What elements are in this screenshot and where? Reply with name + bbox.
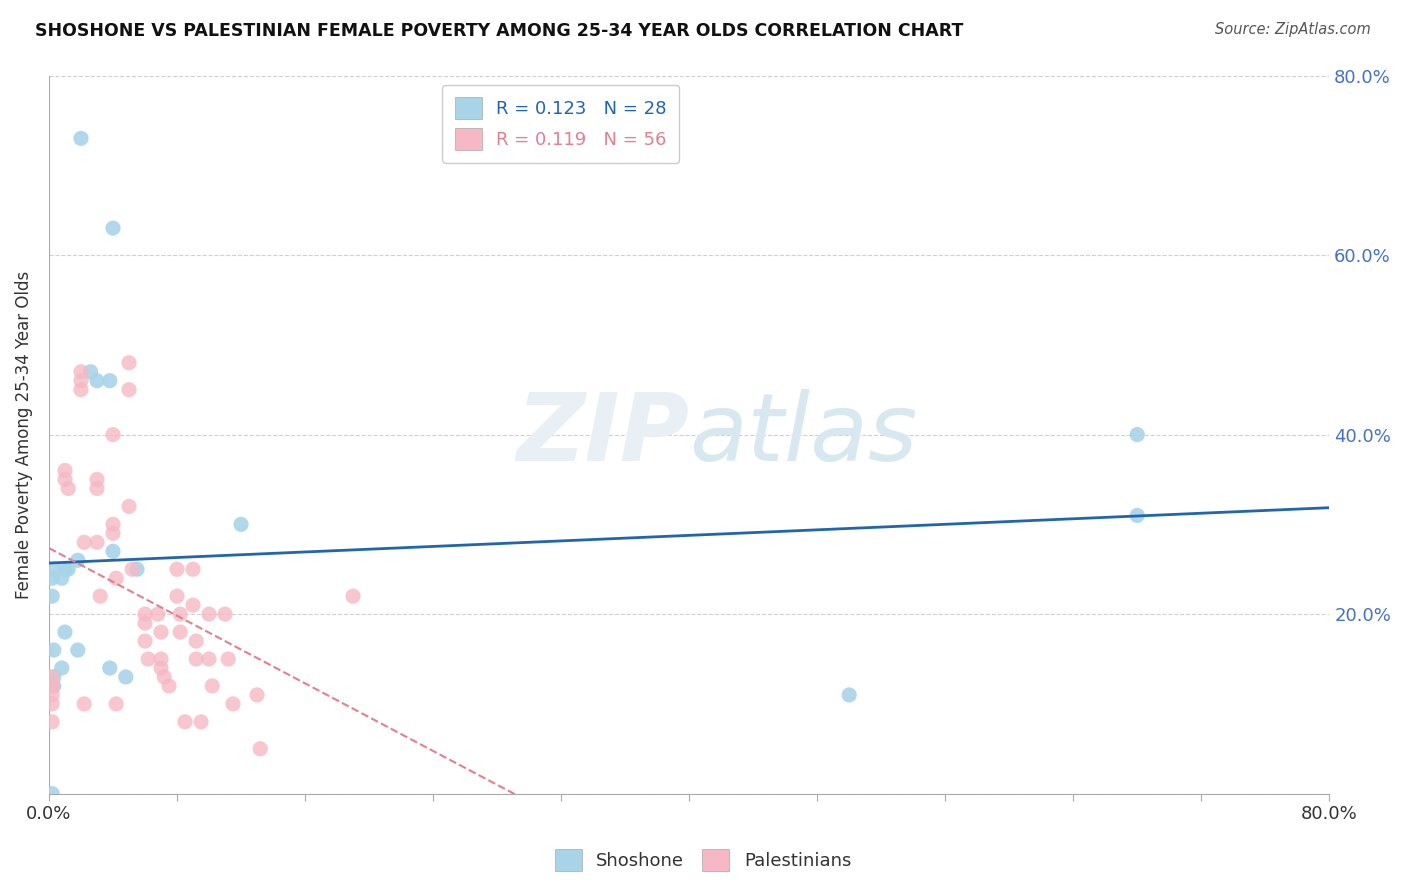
Point bbox=[42, 670, 65, 684]
Point bbox=[125, 562, 148, 576]
Legend: R = 0.123   N = 28, R = 0.119   N = 56: R = 0.123 N = 28, R = 0.119 N = 56 bbox=[441, 85, 679, 163]
Point bbox=[41, 679, 63, 693]
Point bbox=[70, 365, 93, 379]
Point bbox=[41, 589, 63, 603]
Point bbox=[1126, 427, 1149, 442]
Point bbox=[169, 625, 191, 640]
Point bbox=[246, 688, 269, 702]
Point bbox=[118, 500, 141, 514]
Point bbox=[86, 535, 108, 549]
Point bbox=[101, 517, 124, 532]
Point bbox=[41, 679, 63, 693]
Point bbox=[101, 544, 124, 558]
Point bbox=[70, 383, 93, 397]
Point bbox=[70, 131, 93, 145]
Legend: Shoshone, Palestinians: Shoshone, Palestinians bbox=[547, 842, 859, 879]
Point bbox=[53, 463, 76, 477]
Point bbox=[121, 562, 143, 576]
Point bbox=[41, 571, 63, 585]
Point bbox=[101, 526, 124, 541]
Point bbox=[42, 562, 65, 576]
Point bbox=[150, 652, 173, 666]
Point bbox=[166, 589, 188, 603]
Point bbox=[838, 688, 860, 702]
Point bbox=[42, 643, 65, 657]
Point bbox=[70, 374, 93, 388]
Point bbox=[51, 661, 73, 675]
Point bbox=[41, 714, 63, 729]
Point bbox=[166, 562, 188, 576]
Point bbox=[66, 643, 89, 657]
Point bbox=[53, 625, 76, 640]
Point bbox=[41, 787, 63, 801]
Point bbox=[105, 571, 128, 585]
Point bbox=[181, 562, 204, 576]
Point bbox=[53, 473, 76, 487]
Point bbox=[153, 670, 176, 684]
Point bbox=[73, 535, 96, 549]
Text: ZIP: ZIP bbox=[516, 389, 689, 481]
Point bbox=[174, 714, 197, 729]
Point bbox=[66, 553, 89, 567]
Point bbox=[98, 661, 121, 675]
Point bbox=[56, 482, 79, 496]
Point bbox=[150, 625, 173, 640]
Point bbox=[134, 607, 156, 621]
Point bbox=[42, 679, 65, 693]
Point bbox=[1126, 508, 1149, 523]
Point bbox=[79, 365, 101, 379]
Point bbox=[186, 634, 208, 648]
Point bbox=[217, 652, 239, 666]
Point bbox=[101, 221, 124, 235]
Point bbox=[342, 589, 364, 603]
Point bbox=[98, 374, 121, 388]
Point bbox=[157, 679, 180, 693]
Point bbox=[134, 616, 156, 631]
Point bbox=[89, 589, 111, 603]
Point bbox=[73, 697, 96, 711]
Point bbox=[249, 741, 271, 756]
Point bbox=[190, 714, 212, 729]
Point bbox=[186, 652, 208, 666]
Point bbox=[41, 670, 63, 684]
Point bbox=[136, 652, 159, 666]
Point bbox=[198, 607, 221, 621]
Point bbox=[41, 688, 63, 702]
Point bbox=[86, 482, 108, 496]
Point bbox=[222, 697, 245, 711]
Point bbox=[86, 374, 108, 388]
Point bbox=[114, 670, 136, 684]
Point bbox=[146, 607, 169, 621]
Point bbox=[201, 679, 224, 693]
Point bbox=[134, 634, 156, 648]
Point bbox=[56, 562, 79, 576]
Point bbox=[229, 517, 252, 532]
Point bbox=[41, 679, 63, 693]
Point bbox=[53, 562, 76, 576]
Point bbox=[105, 697, 128, 711]
Point bbox=[101, 427, 124, 442]
Point bbox=[169, 607, 191, 621]
Text: Source: ZipAtlas.com: Source: ZipAtlas.com bbox=[1215, 22, 1371, 37]
Point bbox=[181, 598, 204, 612]
Point bbox=[51, 571, 73, 585]
Text: SHOSHONE VS PALESTINIAN FEMALE POVERTY AMONG 25-34 YEAR OLDS CORRELATION CHART: SHOSHONE VS PALESTINIAN FEMALE POVERTY A… bbox=[35, 22, 963, 40]
Point bbox=[118, 356, 141, 370]
Point bbox=[118, 383, 141, 397]
Y-axis label: Female Poverty Among 25-34 Year Olds: Female Poverty Among 25-34 Year Olds bbox=[15, 270, 32, 599]
Point bbox=[198, 652, 221, 666]
Point bbox=[86, 473, 108, 487]
Point bbox=[41, 697, 63, 711]
Point bbox=[214, 607, 236, 621]
Point bbox=[150, 661, 173, 675]
Text: atlas: atlas bbox=[689, 389, 917, 480]
